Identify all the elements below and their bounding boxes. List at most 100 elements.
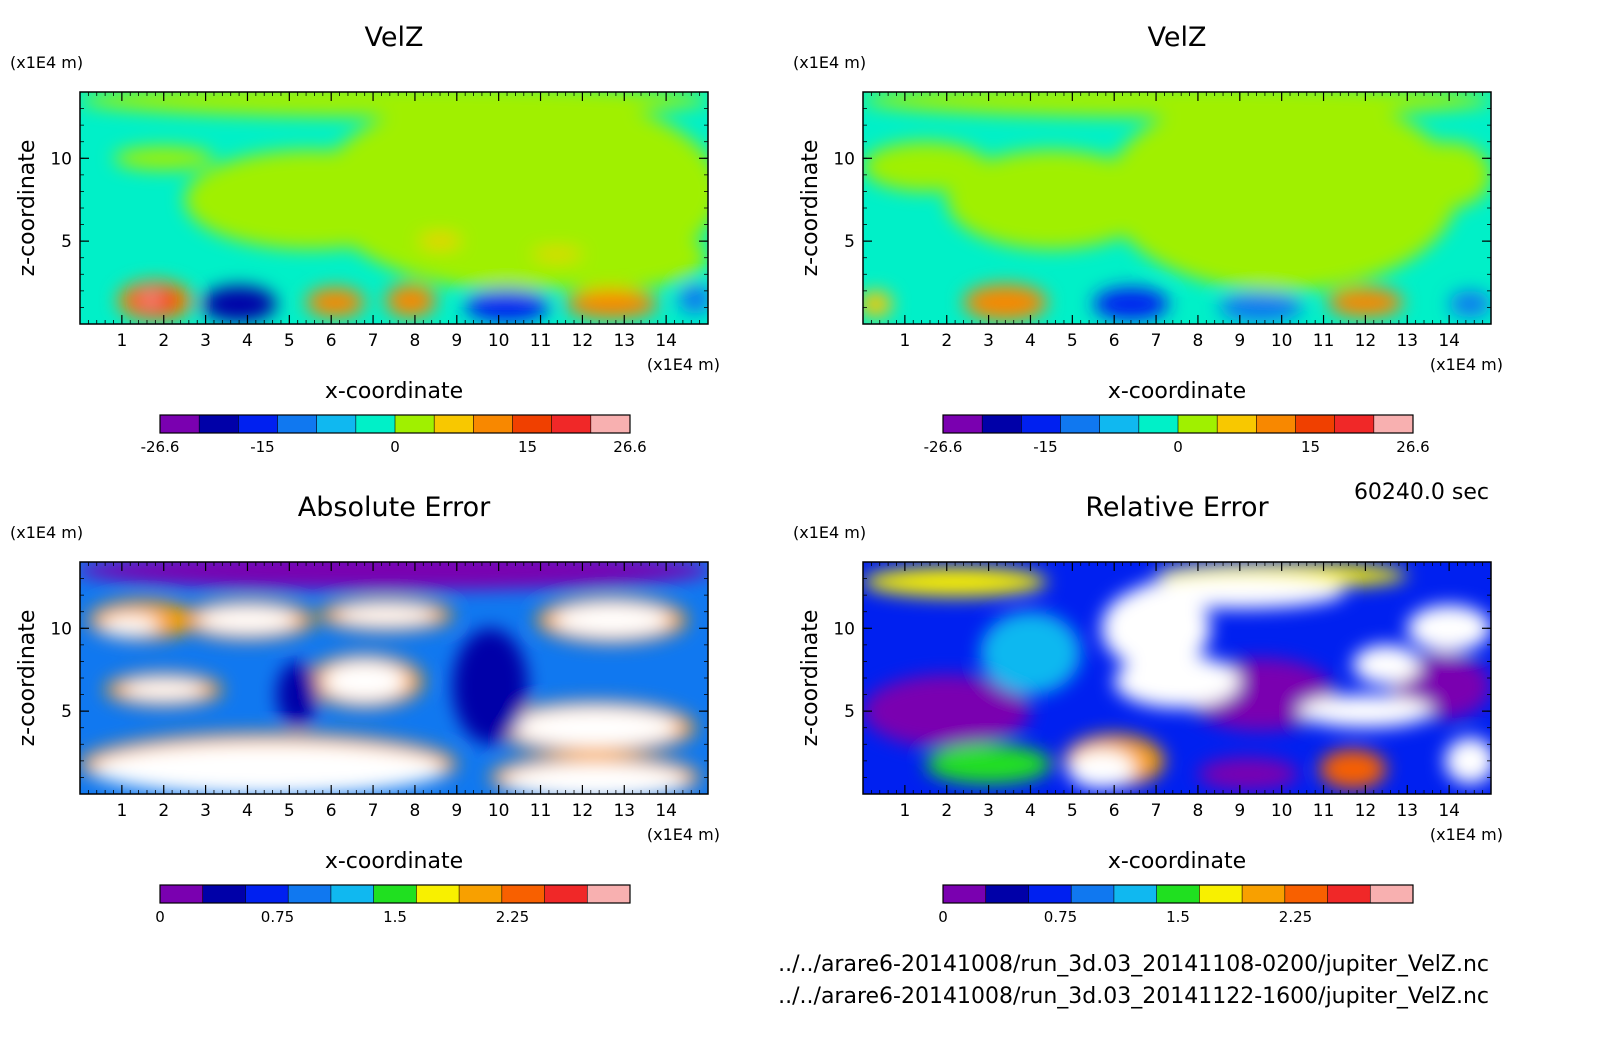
colorbar-swatch: [355, 415, 396, 433]
colorbar: -26.6 -15 0 15 26.6: [924, 414, 1430, 456]
colorbar-swatch: [277, 415, 317, 433]
y-tick-label: 5: [844, 232, 855, 252]
colorbar-swatch: [587, 885, 631, 903]
x-tick-label: 13: [613, 801, 635, 821]
colorbar-swatch: [1295, 415, 1335, 433]
colorbar-swatch: [544, 885, 588, 903]
x-tick-label: 11: [1313, 801, 1335, 821]
colorbar-swatch: [1334, 415, 1375, 433]
x-tick-label: 11: [530, 331, 552, 351]
x-tick-label: 4: [1025, 331, 1036, 351]
x-tick-label: 12: [1355, 331, 1377, 351]
chart-title: VelZ: [1148, 22, 1207, 53]
x-tick-label: 13: [1396, 331, 1418, 351]
x-axis-label: x-coordinate: [325, 849, 463, 874]
x-tick-label: 5: [1067, 801, 1078, 821]
colorbar-swatch: [373, 885, 417, 903]
colorbar: -26.6 -15 0 15 26.6: [141, 414, 647, 456]
chart-panel-3: Absolute Error(x1E4 m)1 2 3 4 5 6 7 8 9 10 11 12 13 1…: [10, 492, 720, 926]
x-tick-label: 3: [983, 331, 994, 351]
x-tick-label: 8: [1193, 801, 1204, 821]
x-tick-label: 5: [1067, 331, 1078, 351]
colorbar-swatch: [459, 885, 503, 903]
colorbar-swatch: [288, 885, 332, 903]
colorbar-swatch: [1099, 415, 1140, 433]
colorbar: 0 0.75 1.5 2.25: [938, 884, 1414, 926]
colorbar-tick-label: 1.5: [1166, 908, 1190, 926]
colorbar-swatch: [473, 415, 513, 433]
y-tick-label: 10: [833, 619, 855, 639]
field-feature: [511, 707, 679, 748]
contour-field: [863, 92, 1491, 324]
x-tick-label: 14: [655, 801, 677, 821]
colorbar-swatch: [1199, 885, 1243, 903]
field-feature: [863, 290, 893, 318]
colorbar-tick-label: 0: [938, 908, 948, 926]
colorbar-swatch: [1217, 415, 1257, 433]
y-unit-label: (x1E4 m): [10, 53, 83, 72]
colorbar-swatch: [1060, 415, 1100, 433]
field-feature: [1114, 654, 1240, 708]
x-tick-label: 8: [410, 801, 421, 821]
colorbar-tick-label: -26.6: [141, 438, 180, 456]
field-feature: [113, 146, 214, 170]
colorbar-tick-label: 1.5: [383, 908, 407, 926]
x-tick-label: 1: [116, 801, 127, 821]
field-feature: [276, 661, 319, 728]
field-feature: [184, 150, 436, 250]
colorbar-swatch: [395, 415, 435, 433]
colorbar-tick-label: 26.6: [613, 438, 646, 456]
colorbar-swatch: [1242, 885, 1286, 903]
field-feature: [1068, 749, 1136, 790]
chart-title: Relative Error: [1085, 492, 1269, 523]
colorbar-tick-label: 15: [1301, 438, 1320, 456]
time-label: 60240.0 sec: [1353, 480, 1489, 505]
field-feature: [1105, 92, 1458, 291]
colorbar-swatch: [1021, 415, 1061, 433]
colorbar-swatch: [202, 885, 246, 903]
x-tick-label: 2: [158, 801, 169, 821]
field-feature: [80, 562, 708, 591]
colorbar-swatch: [1284, 885, 1328, 903]
colorbar-swatch: [160, 885, 204, 903]
y-unit-label: (x1E4 m): [793, 523, 866, 542]
field-feature: [863, 92, 1491, 117]
x-tick-label: 3: [200, 801, 211, 821]
x-tick-label: 9: [1234, 801, 1245, 821]
contour-field: [80, 92, 708, 324]
x-tick-label: 10: [1271, 331, 1293, 351]
colorbar-swatch: [512, 415, 552, 433]
y-tick-label: 5: [61, 232, 72, 252]
field-feature: [385, 284, 436, 318]
x-tick-label: 6: [1109, 801, 1120, 821]
x-tick-label: 9: [451, 801, 462, 821]
x-axis-label: x-coordinate: [1108, 849, 1246, 874]
x-tick-label: 1: [899, 331, 910, 351]
field-feature: [963, 284, 1048, 321]
colorbar-swatch: [943, 415, 983, 433]
field-feature: [1101, 586, 1211, 670]
field-feature: [925, 744, 1052, 785]
x-tick-label: 6: [1109, 331, 1120, 351]
field-feature: [532, 249, 583, 260]
field-feature: [1407, 605, 1491, 652]
colorbar-tick-label: 0.75: [261, 908, 294, 926]
colorbar-swatch: [501, 885, 545, 903]
field-feature: [863, 141, 989, 192]
chart-panel-2: VelZ(x1E4 m)1 2 3 4 5 6 7 8 9 10 11 12 13 14510(x1E4 …: [793, 22, 1503, 456]
colorbar-swatch: [985, 885, 1029, 903]
y-tick-label: 5: [61, 702, 72, 722]
colorbar-frame: [942, 884, 1414, 904]
field-feature: [678, 284, 708, 315]
x-unit-label: (x1E4 m): [647, 355, 720, 374]
field-feature: [1449, 290, 1491, 318]
x-tick-label: 9: [451, 331, 462, 351]
x-tick-label: 6: [326, 331, 337, 351]
x-tick-label: 1: [116, 331, 127, 351]
colorbar-swatch: [1138, 415, 1179, 433]
x-tick-label: 7: [1151, 331, 1162, 351]
file-path-2: ../../arare6-20141008/run_3d.03_20141122…: [778, 984, 1489, 1009]
colorbar-swatch: [416, 885, 460, 903]
colorbar-tick-label: 0: [155, 908, 165, 926]
x-tick-label: 2: [941, 331, 952, 351]
